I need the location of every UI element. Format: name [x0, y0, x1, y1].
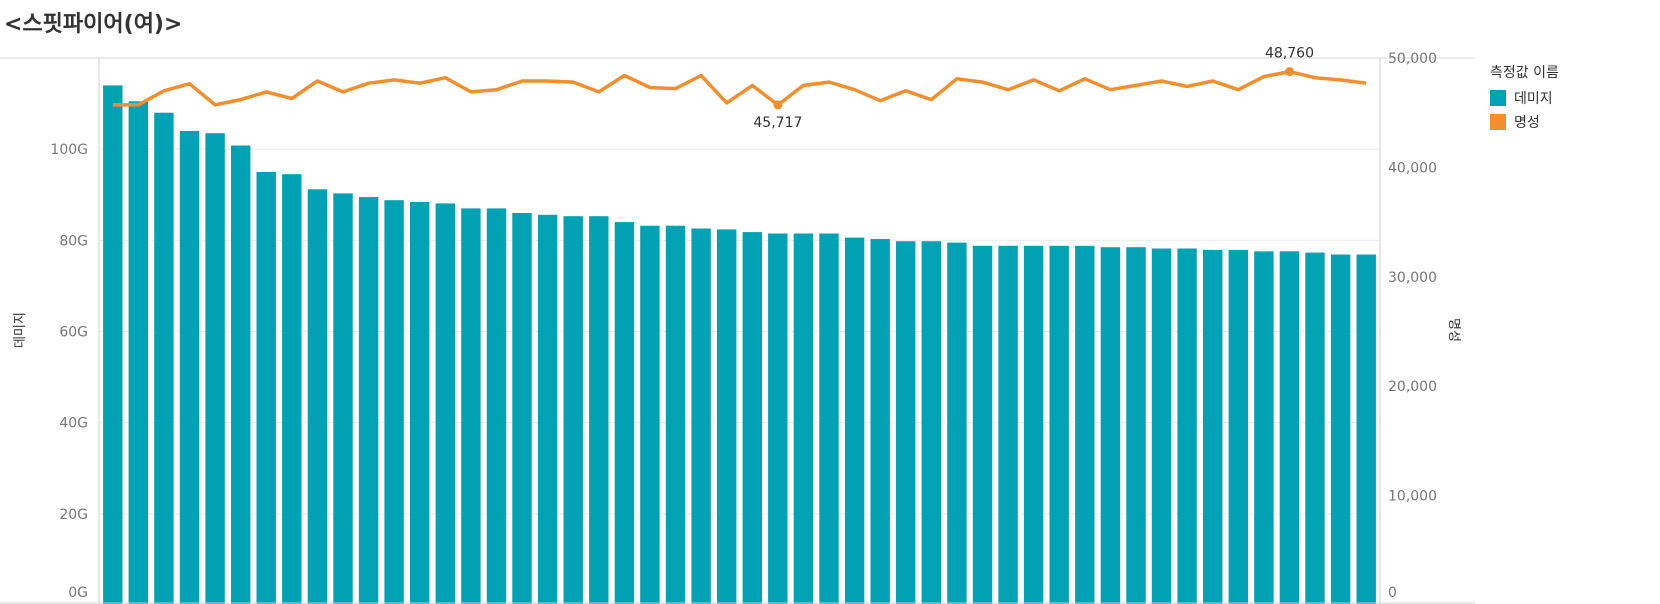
bar: [819, 233, 839, 604]
bar: [844, 237, 865, 604]
bar: [333, 193, 353, 604]
annotation-marker: [773, 100, 783, 110]
bar: [358, 197, 379, 604]
bar: [128, 101, 148, 604]
bar: [742, 232, 762, 604]
bar: [793, 233, 814, 604]
bar: [486, 208, 507, 604]
bar: [1356, 254, 1376, 604]
right-tick-label: 10,000: [1388, 489, 1437, 505]
legend-item-fame[interactable]: 명성: [1490, 110, 1559, 134]
bar: [537, 214, 558, 604]
bar: [461, 208, 481, 604]
right-axis-ticks: 0 10,000 20,000 30,000 40,000 50,000: [1388, 51, 1437, 601]
bar: [205, 133, 225, 604]
bar: [563, 216, 583, 604]
bar: [717, 229, 737, 604]
bar: [1254, 251, 1274, 604]
left-tick-label: 100G: [50, 142, 88, 158]
bar: [896, 241, 916, 604]
bar: [1023, 245, 1044, 604]
bar: [589, 216, 609, 604]
annotations: 45,717 48,760: [753, 46, 1314, 131]
bar: [665, 225, 686, 604]
bar: [154, 112, 174, 604]
bar: [972, 245, 993, 604]
bar: [103, 85, 123, 604]
left-tick-label: 40G: [59, 416, 88, 432]
bar: [1151, 248, 1172, 604]
bar: [614, 222, 635, 604]
bar: [307, 189, 328, 604]
bar: [179, 130, 200, 604]
left-axis-ticks: 0G 20G 40G 60G 80G 100G: [50, 142, 88, 601]
legend-label-damage: 데미지: [1514, 91, 1553, 107]
bar: [435, 203, 455, 604]
left-axis-title: 데미지: [13, 312, 28, 348]
bar: [1126, 247, 1146, 604]
bar: [384, 200, 404, 604]
right-tick-label: 50,000: [1388, 51, 1437, 67]
legend-title: 측정값 이름: [1490, 65, 1559, 81]
legend-swatch-fame: [1490, 114, 1506, 130]
line-series-fame: [112, 69, 1367, 107]
bar: [1330, 254, 1351, 604]
bar: [256, 172, 276, 604]
left-tick-label: 60G: [59, 325, 88, 341]
bar: [768, 233, 788, 604]
bar: [231, 145, 251, 604]
annotation-marker: [1285, 67, 1294, 77]
left-tick-label: 20G: [59, 507, 88, 523]
legend-label-fame: 명성: [1514, 115, 1540, 131]
bar: [1075, 245, 1095, 604]
bar: [870, 239, 890, 604]
bar: [1279, 251, 1300, 604]
right-axis-title: 명성: [1446, 318, 1461, 342]
bar: [691, 228, 711, 604]
bar-series-damage: [103, 85, 1376, 604]
annotation-label: 45,717: [753, 115, 802, 131]
bar: [998, 245, 1018, 604]
legend: 측정값 이름 데미지 명성: [1490, 62, 1559, 134]
right-tick-label: 30,000: [1388, 270, 1437, 286]
bar: [921, 241, 941, 604]
bar: [1228, 249, 1248, 604]
right-tick-label: 20,000: [1388, 379, 1437, 395]
right-tick-label: 0: [1388, 585, 1397, 601]
axes: [0, 57, 1475, 604]
bar: [947, 242, 967, 604]
legend-item-damage[interactable]: 데미지: [1490, 86, 1559, 110]
line-path: [112, 69, 1367, 107]
right-tick-label: 40,000: [1388, 160, 1437, 176]
bar: [512, 213, 532, 604]
bar: [282, 174, 302, 604]
bar: [410, 202, 430, 604]
bar: [1049, 245, 1069, 604]
bar: [1177, 248, 1197, 604]
bar: [1100, 247, 1121, 604]
bar: [1203, 249, 1223, 604]
page-title: <스핏파이어(여)>: [4, 12, 183, 37]
legend-swatch-damage: [1490, 90, 1506, 106]
bar: [1305, 252, 1325, 604]
left-tick-label: 80G: [59, 233, 88, 249]
bar: [640, 225, 660, 604]
left-tick-label: 0G: [68, 585, 88, 601]
annotation-label: 48,760: [1265, 46, 1314, 62]
